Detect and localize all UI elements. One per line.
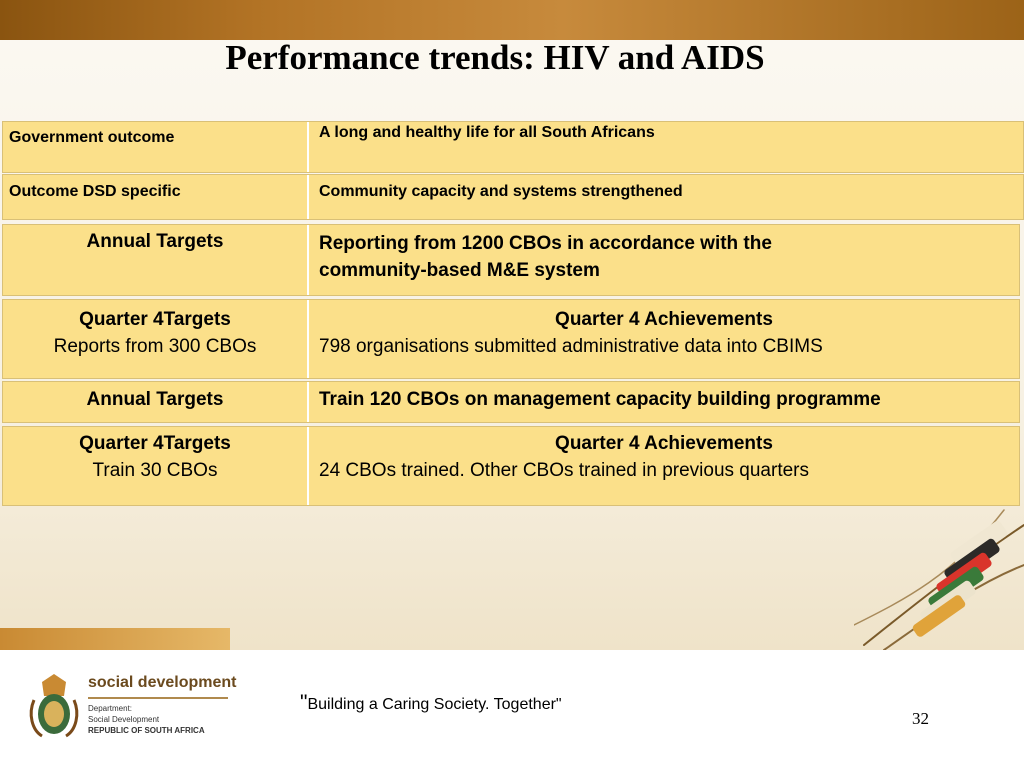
- coat-of-arms-icon: [29, 674, 79, 738]
- q4-achievements-label-1: Quarter 4 Achievements: [555, 309, 773, 330]
- slide-title: Performance trends: HIV and AIDS: [225, 38, 765, 77]
- annual-targets-value-1: Reporting from 1200 CBOs in accordance w…: [309, 225, 1019, 295]
- tagline-text: Building a Caring Society. Together": [307, 696, 562, 713]
- q4-achievements-value-2: 24 CBOs trained. Other CBOs trained in p…: [319, 460, 810, 481]
- annual-targets-label-2: Annual Targets: [3, 382, 309, 422]
- beadwork-decoration: [854, 509, 1024, 650]
- tagline: "Building a Caring Society. Together": [300, 691, 562, 715]
- table-row-government-outcome: Government outcome A long and healthy li…: [2, 121, 1024, 173]
- gov-outcome-label: Government outcome: [3, 122, 309, 172]
- q4-achievements-label-2: Quarter 4 Achievements: [555, 433, 773, 454]
- q4-targets-cell-2: Quarter 4Targets Train 30 CBOs: [3, 427, 309, 505]
- annual-targets-value-2: Train 120 CBOs on management capacity bu…: [319, 389, 881, 410]
- table-row-annual-targets-2: Annual Targets Train 120 CBOs on managem…: [2, 381, 1020, 423]
- tagline-open-quote: ": [300, 691, 308, 714]
- top-band: [0, 0, 1024, 70]
- annual-target-1-line2: community-based M&E system: [319, 260, 600, 281]
- q4-targets-value-2: Train 30 CBOs: [92, 460, 218, 481]
- logo-divider: [88, 697, 228, 699]
- q4-achievements-value-1: 798 organisations submitted administrati…: [319, 336, 823, 357]
- annual-target-1-line1: Reporting from 1200 CBOs in accordance w…: [319, 233, 772, 254]
- gov-outcome-value: A long and healthy life for all South Af…: [319, 124, 655, 141]
- logo-dept-line1: Department:: [88, 704, 133, 713]
- dsd-outcome-value: Community capacity and systems strengthe…: [319, 183, 683, 200]
- dsd-outcome-label: Outcome DSD specific: [3, 175, 309, 219]
- q4-targets-label-1: Quarter 4Targets: [79, 309, 231, 330]
- table-row-q4-2: Quarter 4Targets Train 30 CBOs Quarter 4…: [2, 426, 1020, 506]
- table-row-q4-1: Quarter 4Targets Reports from 300 CBOs Q…: [2, 299, 1020, 379]
- bottom-accent-strip: [0, 628, 230, 650]
- q4-targets-label-2: Quarter 4Targets: [79, 433, 231, 454]
- q4-achievements-cell-2: Quarter 4 Achievements 24 CBOs trained. …: [309, 427, 1019, 505]
- annual-targets-label-1: Annual Targets: [3, 225, 309, 295]
- logo-dept-line3: REPUBLIC OF SOUTH AFRICA: [88, 726, 205, 735]
- logo-dept-line2: Social Development: [88, 715, 160, 724]
- table-row-dsd-outcome: Outcome DSD specific Community capacity …: [2, 174, 1024, 220]
- table-row-annual-targets-1: Annual Targets Reporting from 1200 CBOs …: [2, 224, 1020, 296]
- footer-area: [0, 650, 1024, 768]
- logo-title: social development: [88, 674, 237, 691]
- q4-targets-value-1: Reports from 300 CBOs: [53, 336, 257, 357]
- page-number: 32: [912, 709, 929, 728]
- q4-achievements-cell-1: Quarter 4 Achievements 798 organisations…: [309, 300, 1019, 378]
- q4-targets-cell-1: Quarter 4Targets Reports from 300 CBOs: [3, 300, 309, 378]
